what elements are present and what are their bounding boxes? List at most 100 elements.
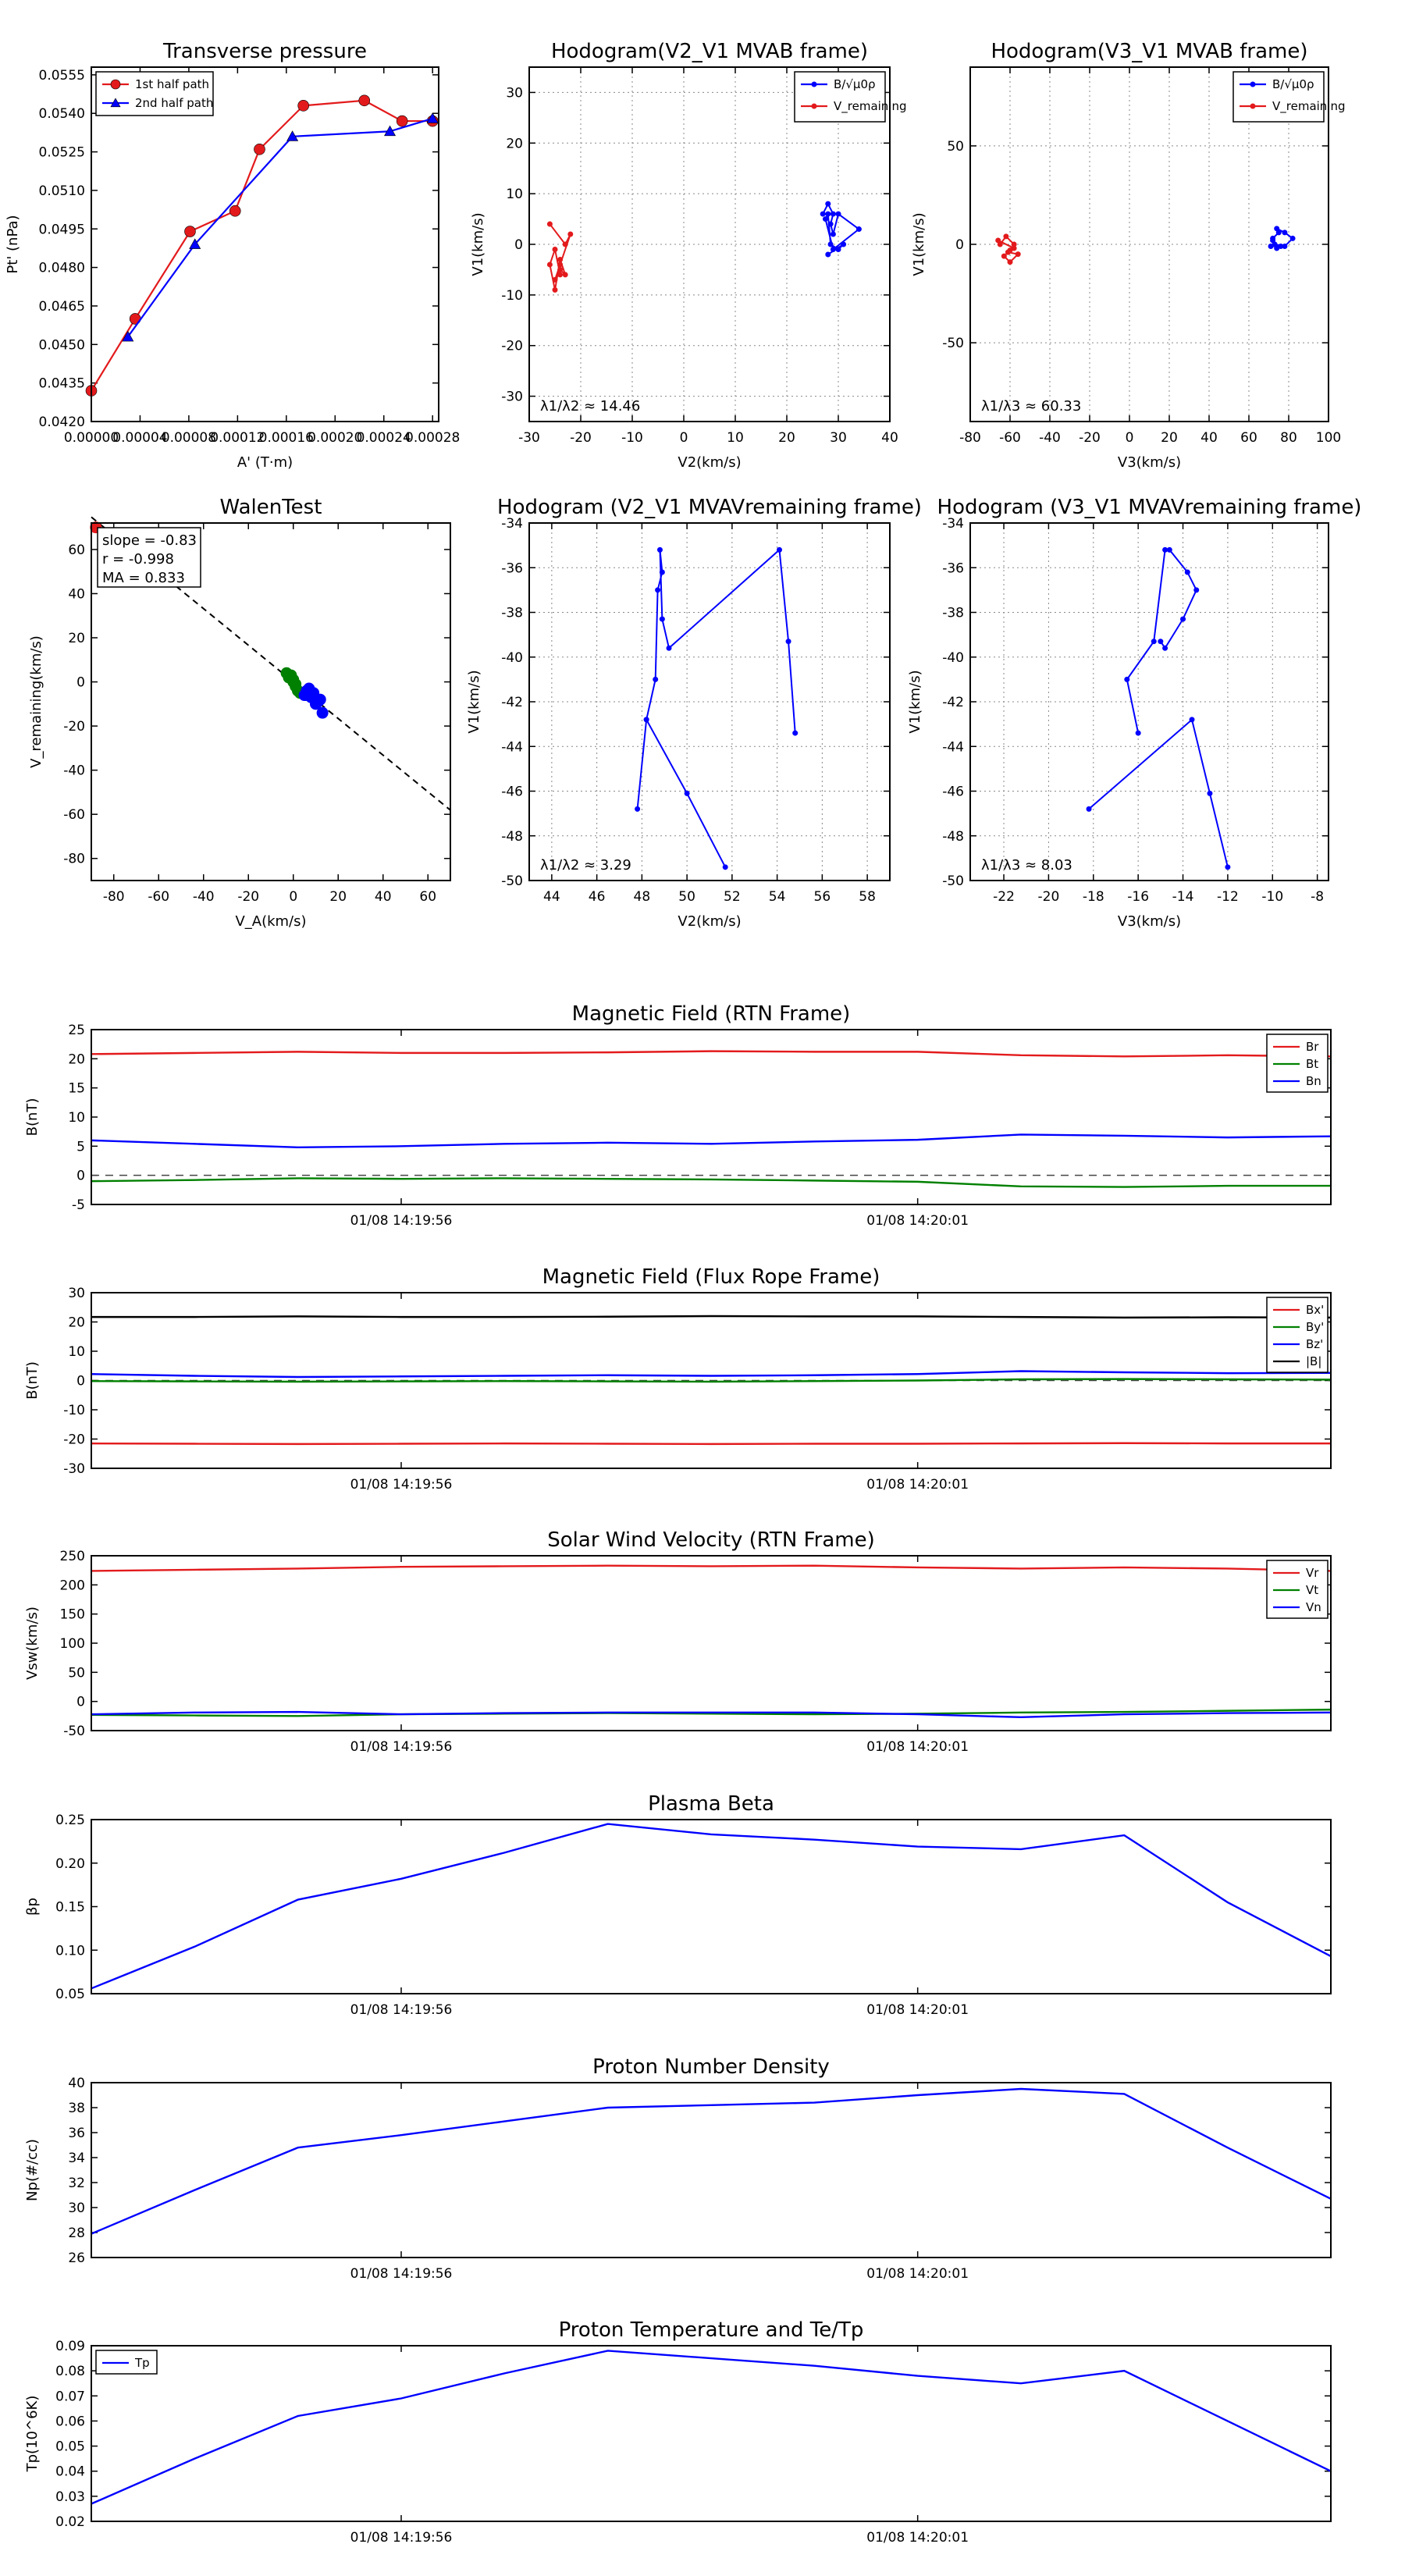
eigen-ratio-annotation: λ1/λ2 ≈ 14.46 [540,398,640,415]
y-tick-label: 0.0420 [39,415,85,430]
data-point [1011,245,1017,251]
x-axis-label: V3(km/s) [1118,913,1181,930]
y-tick-label: 0.05 [55,2439,85,2455]
series-line-Br [91,1050,1332,1058]
data-point [1007,259,1013,265]
data-point [297,100,309,112]
data-point [823,216,828,222]
legend-label: 1st half path [135,77,209,91]
data-point [855,226,862,233]
data-point [384,125,397,137]
data-point [1225,864,1231,870]
data-point [995,237,1001,244]
x-tick-label: 52 [724,889,741,905]
plot-frame [91,1292,1332,1469]
series-line-Vn [91,1710,1332,1719]
y-tick-label: -50 [501,873,523,889]
legend-label: 2nd half path [135,96,213,110]
stats-line: r = -0.998 [102,551,174,568]
y-tick-label: 0.0525 [39,145,85,161]
y-axis-label: V1(km/s) [911,212,927,276]
y-tick-label: 0.0510 [39,183,85,199]
y-tick-label: -38 [942,606,964,621]
plot-frame [528,522,891,881]
y-tick-label: 0 [955,237,964,253]
y-tick-label: -50 [942,336,964,351]
legend-marker [110,79,121,90]
chart-title: Hodogram(V2_V1 MVAB frame) [551,40,868,63]
series-line-1 [636,548,796,809]
x-axis-label: A' (T·m) [237,454,293,471]
x-tick-label: 40 [881,430,898,446]
y-tick-label: -20 [63,1432,85,1448]
x-tick-label: 0.00008 [162,430,216,446]
series-line-By' [91,1378,1332,1383]
x-tick-label: 10 [727,430,744,446]
plot-frame [969,66,1329,422]
x-tick-label: 20 [329,889,347,905]
data-point [358,94,371,107]
legend-label: Bt [1306,1057,1318,1071]
plot-frame [91,2082,1332,2258]
data-point [1189,717,1195,723]
stats-line: MA = 0.833 [102,570,185,586]
y-axis-label: Np(#/cc) [24,2139,41,2201]
y-tick-label: 0.0555 [39,68,85,84]
y-tick-label: 0.0465 [39,299,85,315]
y-tick-label: -46 [942,785,964,800]
data-point [189,238,201,249]
x-tick-label: 40 [375,889,392,905]
x-axis-label: V3(km/s) [1118,454,1181,471]
y-tick-label: 28 [68,2226,85,2241]
x-tick-label: 20 [1161,430,1178,446]
data-point [656,546,663,553]
y-tick-label: -30 [501,390,523,405]
y-tick-label: 0.08 [55,2364,85,2379]
x-tick-label: 01/08 14:20:01 [866,1739,969,1755]
x-tick-label: 20 [778,430,795,446]
plot-frame [91,66,439,422]
y-tick-label: -42 [501,695,523,710]
data-point [635,806,641,812]
legend-label: B/√μ0ρ [834,77,876,91]
chart-title: WalenTest [220,496,322,519]
legend-label: V_remaining [1272,99,1346,114]
y-axis-label: Pt' (nPa) [5,215,21,273]
x-tick-label: 60 [1240,430,1257,446]
y-tick-label: 10 [68,1110,85,1126]
data-point [287,674,300,686]
y-tick-label: 26 [68,2250,85,2266]
x-tick-label: -60 [999,430,1021,446]
y-tick-label: 40 [68,2076,85,2091]
data-point [830,246,836,252]
y-tick-label: -50 [942,873,964,889]
y-tick-label: -5 [72,1197,85,1213]
chart-transverse-pressure: Transverse pressure 0.000000.000040.00008… [5,40,460,471]
data-point [1166,546,1172,553]
data-point [655,587,661,593]
data-point [1278,244,1284,250]
y-tick-label: 0.15 [55,1900,85,1916]
stats-box [97,527,201,588]
x-tick-label: 54 [769,889,786,905]
y-tick-label: -20 [63,719,85,735]
x-tick-label: 46 [589,889,606,905]
legend-label: Tp [134,2356,150,2370]
data-point [1268,244,1274,250]
y-tick-label: -36 [942,560,964,576]
eigen-ratio-annotation: λ1/λ3 ≈ 60.33 [981,398,1081,415]
data-point [1193,587,1200,593]
data-point [825,251,831,258]
chart-title: Hodogram (V3_V1 MVAVremaining frame) [937,496,1362,519]
legend-marker [110,98,121,108]
data-point [1135,730,1141,736]
series-line-2 [126,117,433,338]
data-point [1274,226,1280,232]
x-tick-label: -20 [1038,889,1060,905]
x-tick-label: 0.00016 [259,430,314,446]
data-point [835,246,841,252]
data-point [1184,569,1190,575]
y-tick-label: 0.25 [55,1813,85,1828]
data-point [1086,806,1092,812]
y-tick-label: -20 [501,339,523,354]
